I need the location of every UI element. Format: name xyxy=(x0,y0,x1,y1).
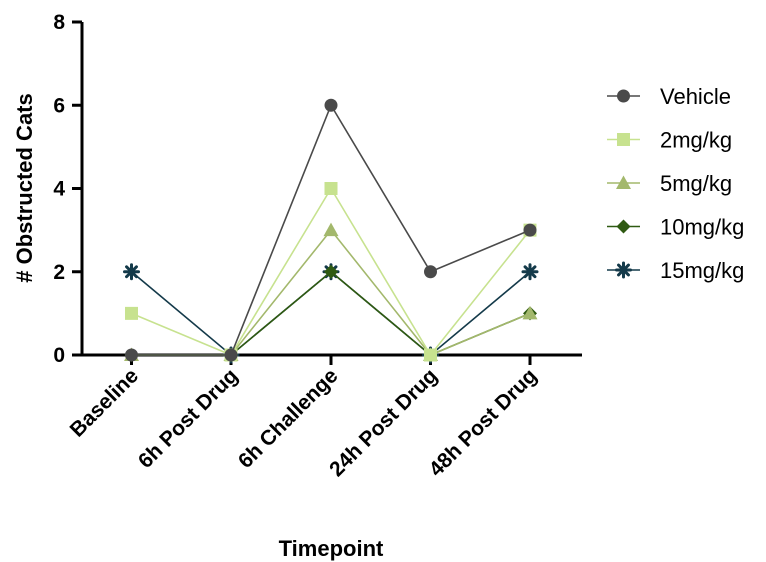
x-axis-title: Timepoint xyxy=(279,536,384,561)
legend-label: 5mg/kg xyxy=(660,171,732,196)
data-point xyxy=(324,264,338,279)
x-tick-label: 6h Post Drug xyxy=(134,364,243,473)
legend-item: 15mg/kg xyxy=(607,258,744,283)
series-5mg-kg xyxy=(124,222,538,361)
y-tick-label: 6 xyxy=(53,94,65,117)
legend-marker xyxy=(615,261,632,279)
data-point xyxy=(224,348,238,362)
legend-item: Vehicle xyxy=(607,84,731,109)
legend-label: 2mg/kg xyxy=(660,128,732,153)
legend-label: 10mg/kg xyxy=(660,215,744,240)
legend-item: 5mg/kg xyxy=(607,171,732,196)
y-axis-title: # Obstructed Cats xyxy=(12,93,37,283)
series-line xyxy=(130,270,531,357)
legend-marker xyxy=(617,133,630,146)
y-tick-label: 8 xyxy=(53,11,65,34)
data-point xyxy=(125,348,138,362)
y-tick-label: 0 xyxy=(53,344,65,367)
x-tick-label: 48h Post Drug xyxy=(425,364,542,481)
data-point xyxy=(323,222,339,237)
legend-item: 2mg/kg xyxy=(607,128,732,153)
legend: Vehicle 2mg/kg 5mg/kg 10mg/kg 15mg/kg xyxy=(607,84,744,283)
y-tick-label: 2 xyxy=(53,261,65,284)
legend-marker xyxy=(616,175,631,189)
legend-marker xyxy=(616,219,631,234)
series-line xyxy=(131,270,531,356)
y-tick-label: 4 xyxy=(53,178,65,201)
data-point xyxy=(522,305,538,320)
data-point xyxy=(424,265,437,279)
legend-label: 15mg/kg xyxy=(660,258,744,283)
data-point xyxy=(123,263,140,281)
legend-label: Vehicle xyxy=(660,84,731,109)
series-15mg-kg xyxy=(123,263,539,364)
data-point xyxy=(424,348,437,362)
x-tick-label: 6h Challenge xyxy=(234,364,343,473)
data-point xyxy=(521,263,539,281)
data-point xyxy=(523,223,537,237)
legend-marker xyxy=(617,89,630,103)
data-point xyxy=(324,98,338,112)
legend-item: 10mg/kg xyxy=(607,215,744,240)
x-tick-label: Baseline xyxy=(66,364,143,441)
series-layer xyxy=(123,98,539,364)
data-point xyxy=(324,182,338,195)
series-vehicle xyxy=(125,98,537,362)
data-point xyxy=(125,306,138,320)
series-line xyxy=(131,228,531,356)
y-ticks: 0 2 4 6 8 xyxy=(53,11,82,367)
